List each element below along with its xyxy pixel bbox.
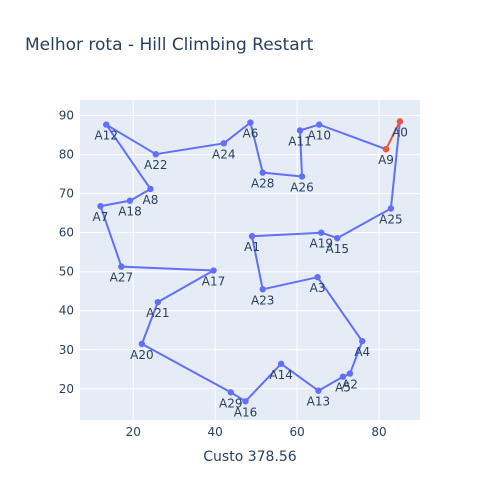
route-point-label: A18	[118, 205, 141, 219]
route-point-label: A4	[354, 345, 370, 359]
route-point-label: A24	[212, 147, 235, 161]
route-point-label: A9	[378, 153, 394, 167]
route-point-a6	[247, 119, 254, 126]
closing-point-start	[382, 145, 390, 153]
route-point-label: A23	[251, 293, 274, 307]
route-point-a12	[103, 121, 110, 128]
route-point-label: A7	[93, 210, 109, 224]
route-point-a2	[346, 370, 354, 377]
route-point-label: A22	[144, 158, 167, 172]
route-point-a19	[318, 229, 325, 236]
route-point-label: A25	[379, 212, 402, 226]
route-point-label: A8	[143, 193, 159, 207]
route-point-a13	[315, 387, 322, 394]
route-point-label: A20	[130, 348, 153, 362]
route-point-a29	[227, 389, 234, 396]
x-tick-label: 80	[371, 425, 386, 439]
plot-area	[80, 100, 420, 420]
route-point-label: A2	[342, 378, 358, 392]
route-point-a20	[138, 340, 146, 348]
y-tick-label: 20	[59, 382, 74, 396]
closing-line	[385, 121, 401, 150]
chart-title: Melhor rota - Hill Climbing Restart	[25, 35, 314, 55]
route-point-label: A3	[310, 281, 326, 295]
y-tick-label: 60	[59, 226, 74, 240]
y-axis-ticks: 20 30 40 50 60 70 80 90	[59, 109, 74, 396]
route-point-a3	[314, 273, 321, 281]
y-tick-label: 30	[59, 343, 74, 357]
route-point-a15	[334, 234, 341, 242]
route-point-a25	[387, 205, 395, 212]
route-point-label: A26	[290, 180, 313, 194]
route-point-label: A15	[326, 242, 349, 256]
route-point-a24	[220, 140, 227, 147]
grid-lines	[80, 100, 420, 420]
route-layer	[99, 121, 401, 403]
y-tick-label: 80	[59, 148, 74, 162]
x-tick-label: 20	[126, 425, 141, 439]
route-point-a8	[147, 185, 154, 193]
route-point-label: A12	[94, 129, 117, 143]
route-point-label: A1	[244, 240, 260, 254]
route-point-label: A14	[269, 368, 292, 382]
closing-point-end	[396, 118, 404, 125]
x-axis-title: Custo 378.56	[203, 449, 297, 465]
route-point-label: A19	[310, 237, 333, 251]
points-layer	[97, 118, 404, 405]
route-point-label: A28	[251, 177, 274, 191]
route-point-a23	[259, 286, 266, 293]
route-point-a17	[210, 267, 217, 274]
y-tick-label: 50	[59, 265, 74, 279]
route-point-a18	[126, 197, 134, 204]
route-point-a10	[316, 121, 323, 128]
route-point-a1	[248, 232, 256, 240]
x-tick-label: 40	[208, 425, 223, 439]
route-point-label: A27	[110, 271, 133, 285]
y-tick-label: 40	[59, 304, 74, 318]
route-point-a28	[259, 169, 266, 176]
route-point-a11	[296, 127, 304, 134]
route-point-label: A6	[242, 127, 258, 141]
route-point-a27	[118, 263, 125, 270]
route-point-a16	[242, 398, 249, 405]
route-point-a4	[359, 337, 366, 345]
route-point-label: A16	[234, 405, 257, 419]
route-point-label: A10	[307, 129, 330, 143]
route-point-label: A5	[335, 381, 351, 395]
route-point-a21	[154, 298, 162, 306]
y-tick-label: 90	[59, 109, 74, 123]
route-point-a5	[339, 373, 347, 380]
route-point-a22	[152, 151, 159, 158]
route-point-label: A29	[219, 396, 242, 410]
route-point-a7	[97, 202, 104, 210]
route-point-label: A17	[202, 275, 225, 289]
route-point-a26	[298, 173, 306, 180]
x-axis-ticks: 20 40 60 80	[126, 425, 387, 439]
route-point-a14	[277, 360, 285, 368]
route-point-label: A13	[307, 395, 330, 409]
route-line	[99, 121, 401, 403]
route-point-label: A0	[392, 125, 408, 139]
route-point-label: A11	[288, 134, 311, 148]
x-tick-label: 60	[289, 425, 304, 439]
y-tick-label: 70	[59, 187, 74, 201]
route-point-label: A21	[146, 306, 169, 320]
